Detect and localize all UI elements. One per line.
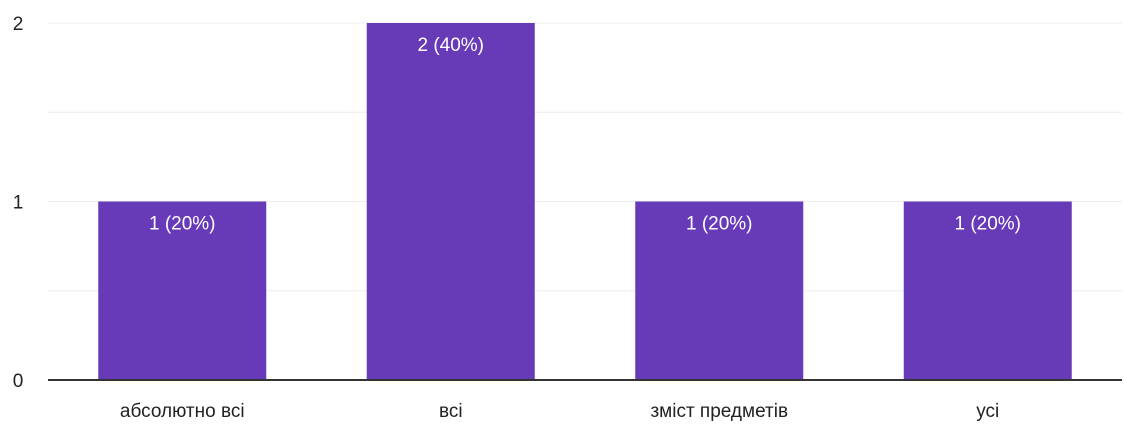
bar-3 xyxy=(903,201,1072,380)
x-tick-label-1: всі xyxy=(439,401,463,421)
bar-0 xyxy=(98,201,267,380)
data-label-1: 2 (40%) xyxy=(417,35,484,56)
x-tick-label-0: абсолютно всі xyxy=(120,401,245,421)
x-tick-label-3: усі xyxy=(976,401,999,421)
x-tick-label-2: зміст предметів xyxy=(650,401,788,421)
data-labels: 1 (20%) 2 (40%) 1 (20%) 1 (20%) xyxy=(149,35,1021,235)
x-tick-labels: абсолютно всі всі зміст предметів усі xyxy=(120,401,999,422)
bar-1 xyxy=(366,23,535,380)
y-tick-label-2: 2 xyxy=(13,14,24,35)
data-label-0: 1 (20%) xyxy=(149,214,216,235)
bar-2 xyxy=(635,201,804,380)
y-tick-label-0: 0 xyxy=(13,371,24,392)
data-label-2: 1 (20%) xyxy=(686,214,753,235)
data-label-3: 1 (20%) xyxy=(954,214,1021,235)
bars xyxy=(98,23,1072,380)
y-tick-labels: 0 1 2 xyxy=(13,14,24,392)
y-tick-label-1: 1 xyxy=(13,193,24,214)
